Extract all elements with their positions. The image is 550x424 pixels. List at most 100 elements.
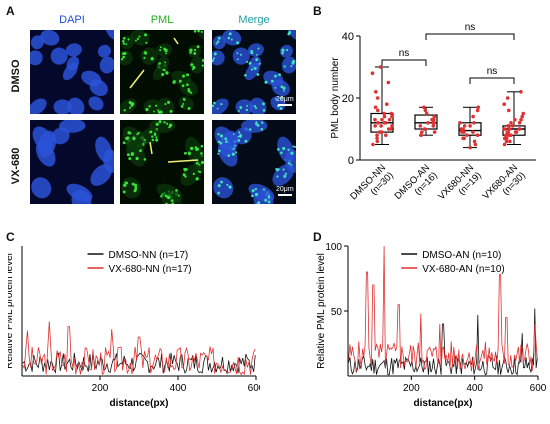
nucleus xyxy=(279,44,293,58)
x-tick-label: VX680-AN(n=30) xyxy=(481,162,528,202)
data-point xyxy=(382,111,386,116)
nucleus xyxy=(253,189,274,204)
data-point xyxy=(390,114,394,119)
pml-body xyxy=(274,86,277,89)
data-point xyxy=(517,127,522,131)
data-point xyxy=(418,124,423,128)
data-point xyxy=(458,121,462,125)
pml-body xyxy=(220,180,223,184)
pml-body xyxy=(214,52,217,56)
micrograph-canvas: 20μm xyxy=(213,120,296,204)
pml-body xyxy=(186,73,190,77)
pml-body xyxy=(184,169,187,172)
pml-body xyxy=(189,91,193,94)
pml-body xyxy=(227,154,231,157)
data-point xyxy=(387,117,392,122)
pml-body xyxy=(287,32,291,36)
data-point xyxy=(371,142,375,147)
pml-body xyxy=(217,152,220,155)
pml-body xyxy=(280,85,284,89)
pml-body xyxy=(182,74,185,78)
pml-body xyxy=(282,146,286,151)
pml-body xyxy=(169,123,172,127)
pml-body xyxy=(145,52,148,55)
pml-body xyxy=(192,172,195,176)
pml-body xyxy=(217,133,220,136)
significance-bracket xyxy=(381,59,427,66)
nucleus xyxy=(95,136,113,163)
pml-body xyxy=(134,188,137,191)
pml-body xyxy=(165,71,169,75)
nucleus xyxy=(235,99,254,114)
x-tick-label: 200 xyxy=(92,383,109,394)
pml-body xyxy=(122,141,126,145)
pml-body xyxy=(126,153,130,157)
pml-body xyxy=(251,194,254,198)
x-tick-label: DMSO-AN(n=16) xyxy=(393,162,440,202)
series-line-1 xyxy=(348,245,538,372)
pml-body xyxy=(216,40,220,43)
line-scan-marker xyxy=(149,141,153,155)
pml-body xyxy=(236,58,239,61)
significance-bracket xyxy=(469,77,515,84)
pml-body xyxy=(158,120,162,124)
pml-body xyxy=(138,35,141,38)
x-tick-label: 600 xyxy=(530,383,547,394)
y-axis-label: Relative PML protein level xyxy=(316,253,327,369)
pml-body xyxy=(262,109,266,112)
pml-body xyxy=(256,73,260,76)
line-chart-c: 200 400 600 distance(px) Relative PML protei… xyxy=(8,246,260,409)
pml-body xyxy=(276,175,279,178)
data-point xyxy=(513,130,518,134)
pml-body xyxy=(145,41,148,44)
pml-body xyxy=(197,30,200,33)
nucleus xyxy=(30,98,47,114)
pml-body xyxy=(132,137,136,141)
pml-body xyxy=(122,55,126,59)
data-point xyxy=(468,145,473,150)
nucleus-shadow xyxy=(185,136,203,163)
pml-body xyxy=(148,105,151,108)
y-tick-label: 40 xyxy=(342,31,354,43)
data-point xyxy=(423,108,428,113)
pml-body xyxy=(159,110,163,114)
pml-body xyxy=(246,104,249,107)
pml-body xyxy=(190,146,194,151)
line-scan-marker xyxy=(129,69,145,89)
pml-body xyxy=(236,41,240,45)
data-point xyxy=(386,80,391,85)
x-tick-label: 400 xyxy=(466,383,483,394)
data-point xyxy=(472,121,476,125)
micrograph-canvas xyxy=(31,120,114,204)
data-point xyxy=(517,121,522,125)
pml-body xyxy=(130,152,135,156)
pml-body xyxy=(166,122,169,125)
pml-body xyxy=(143,56,146,60)
pml-body xyxy=(165,52,167,55)
pml-body xyxy=(256,53,258,56)
data-point xyxy=(471,114,475,119)
pml-body xyxy=(153,110,155,113)
pml-body xyxy=(245,108,248,112)
nucleus xyxy=(222,30,242,46)
data-point xyxy=(375,136,379,141)
data-point xyxy=(426,121,430,125)
legend-label: VX-680-NN (n=17) xyxy=(109,264,192,275)
pml-body xyxy=(228,185,231,188)
pml-body xyxy=(197,170,200,173)
pml-body xyxy=(182,173,186,177)
nucleus xyxy=(271,79,290,97)
pml-body xyxy=(161,73,165,77)
pml-body xyxy=(159,46,162,49)
data-point xyxy=(504,133,508,137)
data-point xyxy=(431,117,436,122)
pml-body xyxy=(155,138,159,142)
pml-body xyxy=(125,136,129,141)
pml-body xyxy=(131,182,135,186)
pml-body xyxy=(156,123,159,126)
nucleus-shadow xyxy=(152,62,168,81)
nucleus xyxy=(90,164,112,186)
nucleus xyxy=(53,99,72,114)
nucleus xyxy=(32,126,54,151)
pml-body xyxy=(134,183,137,187)
